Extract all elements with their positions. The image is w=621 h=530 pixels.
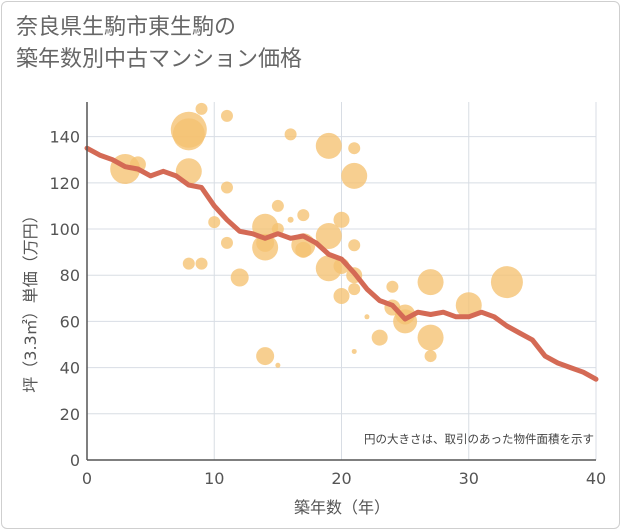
y-axis-label: 坪（3.3㎡）単価（万円） [21, 207, 40, 392]
scatter-points [110, 102, 523, 368]
scatter-point-43 [417, 269, 444, 296]
scatter-point-44 [417, 324, 444, 351]
x-tick-label-0: 0 [82, 469, 92, 488]
y-tick-label-0: 0 [70, 451, 80, 470]
scatter-point-37 [364, 314, 370, 320]
scatter-point-18 [271, 223, 284, 236]
y-tick-label-1: 20 [60, 405, 80, 424]
scatter-point-11 [220, 236, 233, 249]
x-tick-label-2: 20 [331, 469, 351, 488]
y-tick-labels: 0 20 40 60 80 100 120 140 [49, 128, 80, 470]
scatter-point-36 [351, 348, 357, 354]
scatter-point-35 [348, 283, 361, 296]
scatter-point-12 [230, 268, 249, 287]
scatter-point-45 [424, 350, 437, 363]
scatter-point-24 [295, 241, 312, 258]
size-legend-note: 円の大きさは、取引のあった物件面積を示す [364, 432, 594, 446]
scatter-point-21 [287, 216, 294, 223]
scatter-point-19 [275, 362, 281, 368]
scatter-point-7 [195, 257, 208, 270]
scatter-point-32 [341, 162, 368, 189]
y-tick-label-3: 60 [60, 312, 80, 331]
scatter-point-8 [208, 216, 221, 229]
scatter-point-33 [348, 239, 361, 252]
scatter-point-16 [256, 347, 275, 366]
scatter-point-31 [348, 142, 361, 155]
scatter-point-10 [220, 181, 233, 194]
scatter-point-38 [371, 329, 388, 346]
x-tick-label-3: 30 [459, 469, 479, 488]
scatter-point-3 [172, 118, 205, 151]
scatter-point-47 [490, 266, 523, 299]
y-tick-label-7: 140 [49, 128, 80, 147]
scatter-point-46 [455, 292, 482, 319]
scatter-point-6 [195, 102, 208, 115]
x-tick-label-1: 10 [204, 469, 224, 488]
scatter-point-39 [386, 280, 399, 293]
x-axis-label: 築年数（年） [294, 498, 390, 517]
scatter-point-9 [220, 109, 233, 122]
scatter-point-22 [297, 209, 310, 222]
scatter-point-13 [252, 213, 279, 240]
axes [86, 102, 596, 461]
scatter-point-5 [182, 257, 195, 270]
scatter-point-17 [271, 199, 284, 212]
scatter-point-26 [315, 222, 342, 249]
x-tick-labels: 0 10 20 30 40 [82, 469, 606, 488]
title-line-2: 築年数別中古マンション価格 [16, 47, 303, 72]
trend-line [84, 145, 599, 382]
scatter-point-15 [252, 234, 279, 261]
x-tick-label-4: 40 [586, 469, 606, 488]
scatter-point-30 [333, 288, 350, 305]
scatter-point-20 [284, 128, 297, 141]
chart-title: 奈良県生駒市東生駒の 築年数別中古マンション価格 [16, 12, 302, 76]
y-tick-label-2: 40 [60, 359, 80, 378]
scatter-point-25 [315, 132, 342, 159]
title-line-1: 奈良県生駒市東生駒の [16, 15, 237, 40]
scatter-point-28 [333, 211, 350, 228]
y-tick-label-6: 120 [49, 174, 80, 193]
y-tick-label-5: 100 [49, 220, 80, 239]
y-tick-label-4: 80 [60, 266, 80, 285]
